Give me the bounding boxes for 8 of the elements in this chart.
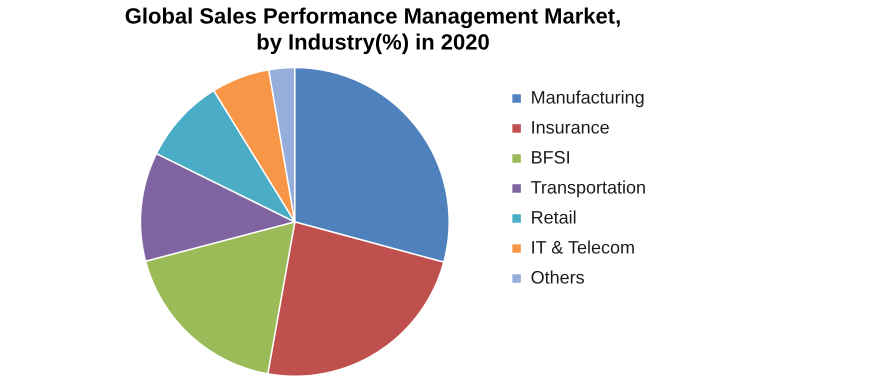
legend-label: BFSI	[530, 147, 571, 168]
legend-label: Manufacturing	[530, 87, 645, 108]
legend-label: Transportation	[530, 177, 646, 198]
legend-label: Insurance	[530, 117, 610, 138]
legend-label: Others	[530, 267, 585, 288]
legend-label: IT & Telecom	[530, 237, 635, 258]
legend-label: Retail	[530, 207, 577, 228]
chart-title: Global Sales Performance Management Market, by Industry(%) in 2020	[124, 3, 622, 55]
